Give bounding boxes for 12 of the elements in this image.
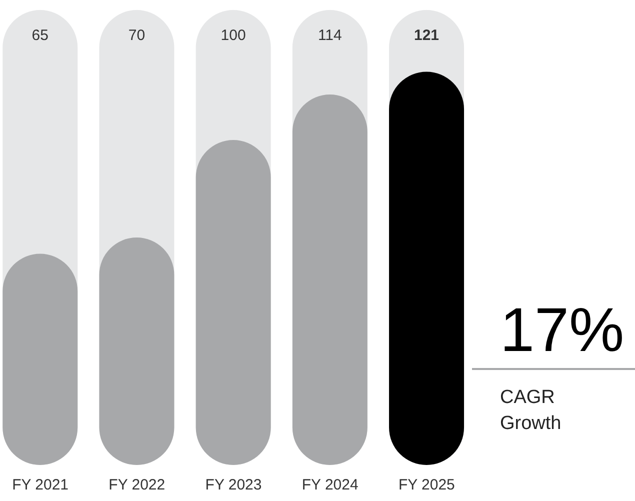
data-label: 114 [318,27,342,44]
data-label: 70 [128,27,146,44]
x-tick-label: FY 2024 [302,476,358,494]
text: CAGR Growth [500,386,562,436]
x-tick-label: FY 2021 [12,476,69,494]
x-tick-label: FY 2025 [398,476,455,494]
data-label: 100 [220,27,246,44]
data-label: 65 [32,27,48,44]
x-tick-label: FY 2022 [108,476,166,494]
x-tick-label: FY 2023 [205,476,262,494]
data-label: 121 [414,27,440,44]
text: 17% [500,296,624,366]
